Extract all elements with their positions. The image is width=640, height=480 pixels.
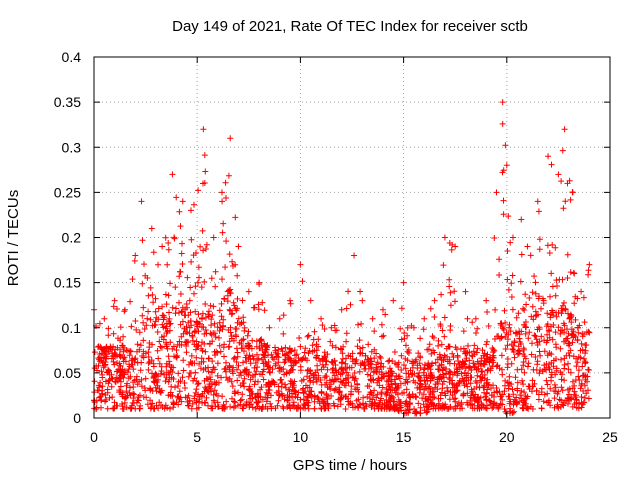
peak-point: [421, 315, 428, 322]
y-tick-label: 0.1: [62, 320, 82, 336]
peak-point: [276, 315, 283, 322]
peak-point: [159, 243, 166, 250]
peak-point: [287, 297, 294, 304]
y-tick-labels: 0 0.05 0.1 0.15 0.2 0.25 0.3 0.35 0.4: [54, 49, 81, 426]
peak-point: [390, 297, 397, 304]
y-tick-label: 0.35: [54, 94, 81, 110]
peak-point: [545, 153, 552, 160]
x-tick-label: 5: [193, 429, 201, 445]
peak-point: [101, 315, 108, 322]
peak-point: [431, 297, 438, 304]
peak-point: [359, 297, 366, 304]
x-tick-label: 20: [499, 429, 515, 445]
peak-point: [188, 207, 195, 214]
y-axis-title: ROTI / TECUs: [5, 190, 22, 286]
peak-point: [338, 306, 345, 313]
peak-point: [578, 288, 585, 295]
y-tick-label: 0.3: [62, 139, 82, 155]
peak-point: [227, 135, 234, 142]
y-tick-label: 0.05: [54, 365, 81, 381]
peak-point: [218, 189, 225, 196]
peak-point: [328, 324, 335, 331]
peak-point: [121, 306, 128, 313]
peak-point: [483, 297, 490, 304]
peak-point: [179, 198, 186, 205]
peak-point: [379, 306, 386, 313]
peak-point: [524, 243, 531, 250]
peak-point: [200, 126, 207, 133]
peak-point: [586, 261, 593, 268]
x-axis-title: GPS time / hours: [293, 457, 407, 474]
peak-point: [169, 171, 176, 178]
y-tick-label: 0: [73, 410, 81, 426]
peak-point: [518, 216, 525, 223]
chart-title: Day 149 of 2021, Rate Of TEC Index for r…: [172, 18, 528, 35]
peak-point: [256, 279, 263, 286]
peak-point: [410, 324, 417, 331]
peak-point: [503, 162, 510, 169]
x-tick-label: 10: [293, 429, 309, 445]
y-tick-label: 0.25: [54, 184, 81, 200]
roti-points: [91, 120, 593, 417]
x-tick-label: 0: [90, 429, 98, 445]
peak-point: [245, 288, 252, 295]
y-tick-label: 0.15: [54, 275, 81, 291]
peak-point: [148, 225, 155, 232]
peak-point: [210, 234, 217, 241]
peak-point: [452, 243, 459, 250]
peak-point: [462, 288, 469, 295]
peak-point: [369, 315, 376, 322]
peak-point: [138, 198, 145, 205]
peak-point: [307, 297, 314, 304]
peak-point: [351, 252, 358, 259]
x-tick-labels: 0 5 10 15 20 25: [90, 429, 618, 445]
axis-ticks: [93, 56, 611, 419]
peak-point: [493, 189, 500, 196]
peak-point: [569, 189, 576, 196]
peak-point: [132, 252, 139, 259]
peak-point: [400, 279, 407, 286]
peak-point: [555, 171, 562, 178]
peak-point: [441, 234, 448, 241]
y-tick-label: 0.2: [62, 230, 82, 246]
peak-point: [499, 99, 506, 106]
peak-point: [472, 315, 479, 322]
data-points: [91, 99, 593, 417]
peak-point: [509, 234, 516, 241]
y-tick-label: 0.4: [62, 49, 82, 65]
peak-point: [297, 261, 304, 268]
peak-point: [318, 315, 325, 322]
x-tick-label: 15: [396, 429, 412, 445]
peak-point: [266, 324, 273, 331]
peak-point: [235, 243, 242, 250]
peak-point: [111, 297, 118, 304]
x-tick-label: 25: [602, 429, 618, 445]
peak-point: [534, 198, 541, 205]
peak-point: [561, 126, 568, 133]
